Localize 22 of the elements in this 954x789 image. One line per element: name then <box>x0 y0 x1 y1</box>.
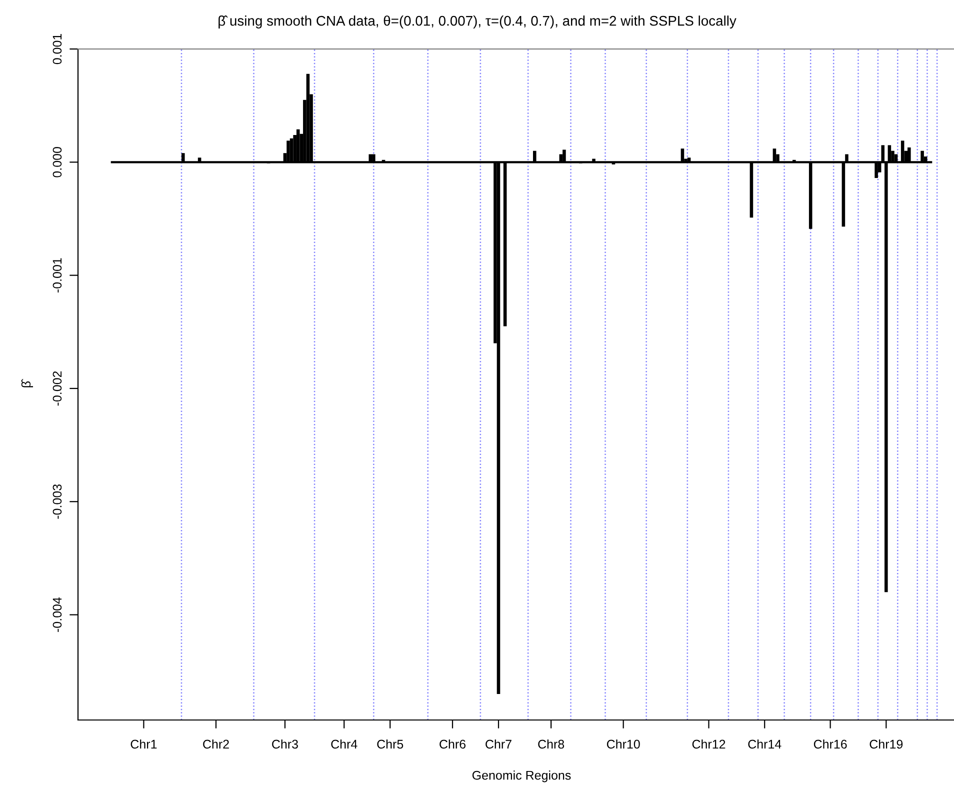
x-tick-label: Chr10 <box>606 739 640 749</box>
x-tick-label: Chr16 <box>814 739 847 749</box>
x-tick-label: Chr14 <box>748 739 782 749</box>
x-tick-label: Chr3 <box>272 739 298 749</box>
y-axis-title: β̂ <box>21 378 34 388</box>
x-tick-label: Chr1 <box>130 739 157 749</box>
x-tick-label: Chr6 <box>440 739 466 749</box>
x-tick-label: Chr19 <box>870 739 903 749</box>
y-tick-label: -0.003 <box>52 484 62 519</box>
x-tick-label: Chr2 <box>203 739 229 749</box>
x-tick-label: Chr7 <box>486 739 512 749</box>
y-tick-label: 0.000 <box>52 147 62 178</box>
x-tick-label: Chr8 <box>538 739 564 749</box>
chart-title: β̂ using smooth CNA data, θ=(0.01, 0.007), τ=(0.4, 0.7), and m=2 with SSPLS locally <box>218 16 736 28</box>
y-tick-label: 0.001 <box>52 34 62 64</box>
x-axis-title: Genomic Regions <box>472 770 571 782</box>
y-tick-label: -0.001 <box>52 258 62 292</box>
x-tick-label: Chr5 <box>377 739 404 749</box>
y-tick-label: -0.004 <box>52 597 62 632</box>
x-tick-label: Chr4 <box>331 739 358 749</box>
x-tick-label: Chr12 <box>692 739 726 749</box>
y-tick-label: -0.002 <box>52 371 62 406</box>
